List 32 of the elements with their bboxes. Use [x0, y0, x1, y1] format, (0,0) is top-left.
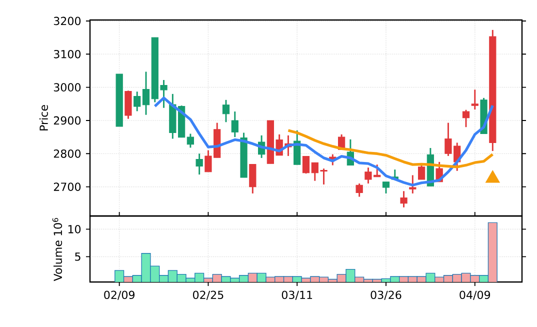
y-axis-title: Price [39, 105, 48, 130]
y-tick-label: 5 [75, 252, 80, 261]
y-tick-label: 3100 [54, 50, 81, 58]
x-tick-label: 03/11 [282, 290, 312, 300]
y-tick-label: 10 [68, 224, 81, 234]
x-tick-label: 02/25 [193, 290, 224, 300]
line-series [286, 129, 494, 168]
candlestick [382, 181, 390, 194]
candlestick [222, 99, 230, 123]
candlestick [462, 109, 470, 128]
candlestick [400, 190, 408, 208]
y-axis-title: Volume 10$^{6}$ [52, 218, 62, 282]
candlestick [418, 162, 426, 180]
candlestick [356, 182, 363, 198]
candlestick [231, 110, 238, 138]
x-tick-label: 04/09 [460, 290, 490, 300]
candlestick [249, 164, 256, 194]
candlestick [409, 174, 416, 194]
x-tick-label: 02/09 [104, 290, 134, 300]
y-tick-label: 3000 [54, 83, 81, 92]
candlestick [471, 88, 478, 110]
y-tick-label: 2700 [54, 182, 81, 191]
y-tick-label: 3200 [54, 16, 81, 26]
candlestick [134, 90, 141, 112]
y-tick-label: 2900 [54, 116, 81, 125]
candlestick [142, 70, 150, 116]
line-series [154, 96, 494, 186]
candlestick [186, 133, 194, 148]
y-tick-label: 2800 [54, 149, 81, 158]
candlestick [302, 156, 310, 174]
candlestick [196, 152, 203, 176]
x-tick-label: 03/26 [370, 290, 402, 300]
